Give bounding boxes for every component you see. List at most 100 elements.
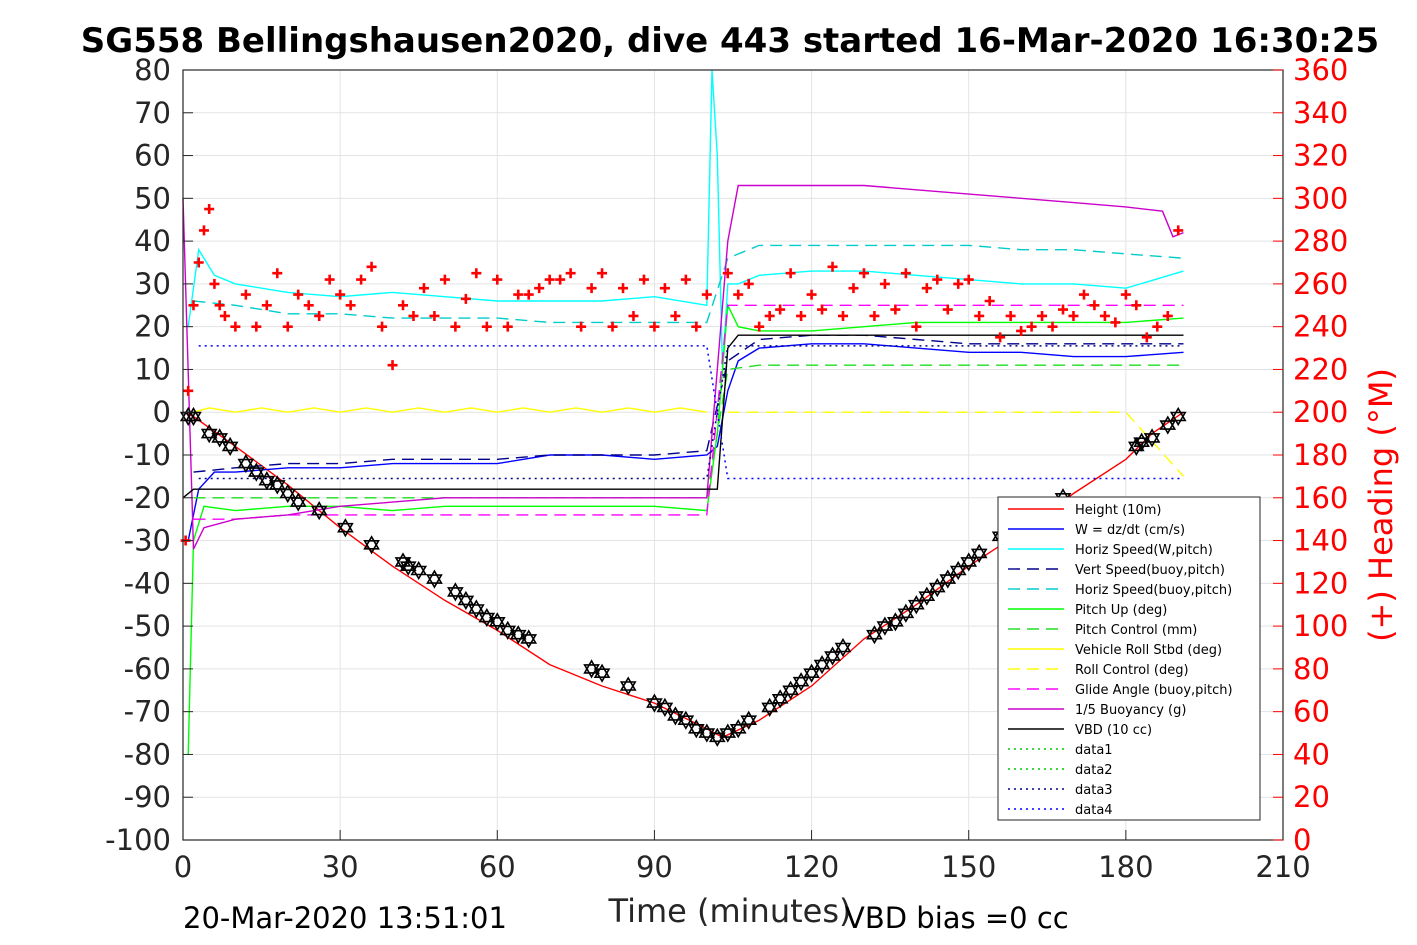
heading-marker (618, 283, 628, 294)
heading-marker (366, 261, 377, 272)
vbd-marker (876, 616, 894, 636)
vbd-marker (866, 625, 883, 645)
heading-marker (848, 283, 859, 294)
y-right-tick-label: 260 (1293, 267, 1348, 301)
vbd-marker (520, 629, 538, 649)
vbd-marker (939, 569, 957, 589)
heading-marker (534, 283, 545, 294)
heading-marker (932, 274, 943, 285)
vbd-marker (729, 719, 747, 739)
legend-box (997, 496, 1261, 821)
vbd-marker (813, 655, 831, 675)
axes: 0 30 60 90 120 150 180 21080706050403020100-10-… (105, 53, 1348, 884)
vbd-marker (447, 582, 464, 602)
y-left-tick-label: -100 (105, 823, 171, 857)
heading-marker (607, 321, 618, 332)
heading-marker (1141, 332, 1152, 343)
heading-marker (942, 304, 953, 315)
heading-marker (398, 300, 408, 311)
heading-marker (921, 283, 932, 294)
heading-marker (324, 274, 335, 285)
vbd-marker (1143, 428, 1161, 448)
legend-label: data1 (1075, 743, 1113, 758)
y-left-tick-label: -40 (124, 566, 171, 600)
heading-marker (555, 274, 566, 285)
vbd-marker (237, 453, 255, 474)
heading-marker (827, 261, 838, 272)
vbd-marker (310, 501, 328, 521)
y-right-tick-label: 40 (1293, 737, 1330, 771)
x-axis-label: Time (minutes) (608, 892, 852, 930)
heading-marker (219, 310, 230, 321)
heading-marker (576, 321, 587, 332)
y-right-tick-label: 320 (1293, 139, 1348, 173)
heading-marker (1078, 289, 1089, 300)
y-left-tick-label: -60 (124, 652, 171, 686)
legend-label: Vert Speed(buoy,pitch) (1075, 563, 1225, 578)
y-right-tick-label: 0 (1293, 823, 1311, 857)
legend-label: VBD (10 cc) (1075, 723, 1152, 738)
series-horiz-speed-buoy-pitch (193, 244, 1184, 324)
heading-marker (1047, 321, 1058, 332)
heading-marker (418, 283, 429, 294)
legend-label: data4 (1075, 803, 1113, 818)
heading-marker (1173, 225, 1184, 236)
y-left-tick-label: 30 (134, 267, 171, 301)
heading-marker (481, 321, 492, 332)
heading-marker (1058, 304, 1068, 315)
y-right-tick-label: 160 (1293, 481, 1348, 515)
heading-marker (638, 274, 649, 285)
heading-marker (282, 321, 293, 332)
heading-marker (1162, 310, 1173, 321)
vbd-marker (593, 663, 611, 683)
y-axis-right-label: (+) Heading (°M) (1362, 368, 1400, 642)
y-right-tick-label: 80 (1293, 652, 1330, 686)
heading-marker (565, 268, 576, 279)
vbd-marker (399, 556, 417, 576)
vbd-marker (834, 637, 852, 658)
vbd-marker (467, 599, 485, 619)
series-vehicle-roll-stbd-deg (193, 407, 707, 413)
vbd-marker (258, 471, 276, 491)
heading-marker (1089, 300, 1100, 311)
heading-marker (911, 321, 922, 332)
series-w-dz-dt-cm-s (187, 343, 1184, 541)
heading-marker (1005, 310, 1016, 321)
y-left-tick-label: -30 (124, 524, 171, 558)
vbd-marker (740, 710, 758, 730)
series-roll-control-deg (727, 411, 1185, 477)
y-left-tick-label: 40 (134, 224, 171, 258)
heading-marker (1016, 325, 1027, 336)
vbd-marker (719, 723, 737, 743)
vbd-marker (619, 676, 637, 696)
vbd-marker (457, 590, 475, 611)
legend-label: 1/5 Buoyancy (g) (1075, 703, 1186, 718)
heading-marker (188, 300, 199, 311)
vbd-marker (960, 552, 978, 572)
vbd-marker (583, 659, 600, 679)
heading-marker (1026, 321, 1037, 332)
vbd-marker (677, 710, 695, 730)
vbd-marker (687, 719, 705, 739)
marker-layer (179, 204, 1187, 747)
vbd-marker (782, 680, 799, 700)
legend-label: Height (10m) (1075, 503, 1161, 518)
heading-marker (691, 321, 702, 332)
y-left-tick-label: -20 (124, 481, 171, 515)
heading-marker (1110, 317, 1121, 328)
heading-marker (890, 304, 901, 315)
heading-marker (293, 289, 304, 300)
heading-marker (775, 304, 786, 315)
vbd-marker (200, 424, 218, 444)
vbd-marker (488, 612, 506, 632)
heading-marker (183, 385, 194, 396)
legend-label: W = dz/dt (cm/s) (1075, 523, 1185, 538)
heading-marker (1152, 321, 1163, 332)
heading-marker (722, 268, 733, 279)
y-left-tick-label: 60 (134, 139, 171, 173)
y-left-tick-label: 20 (134, 310, 171, 344)
chart-title: SG558 Bellingshausen2020, dive 443 start… (81, 21, 1379, 61)
heading-marker (754, 321, 765, 332)
heading-marker (900, 268, 911, 279)
